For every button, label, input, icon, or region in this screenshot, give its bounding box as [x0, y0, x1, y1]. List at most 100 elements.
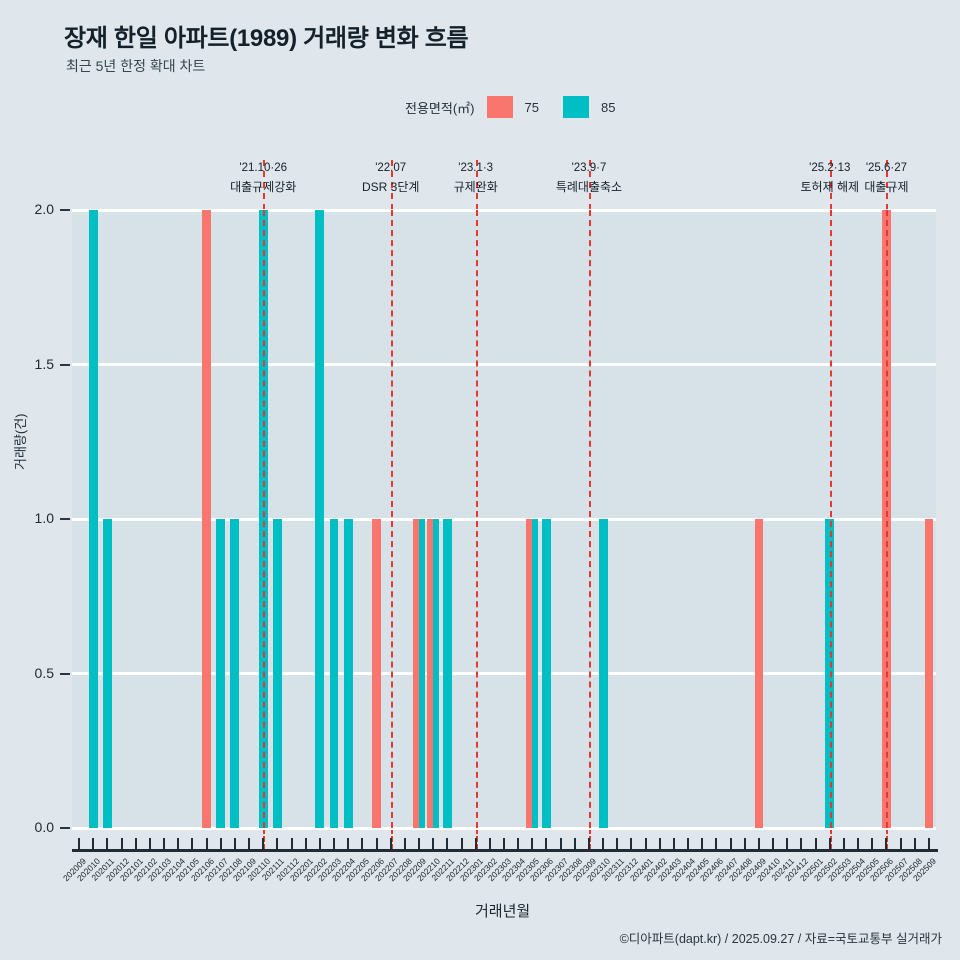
x-tick-mark: [290, 838, 293, 850]
event-line-stub-202110: [263, 828, 266, 850]
y-tick-label: 0.0: [34, 819, 54, 835]
annotation-202207: '22.07 DSR 3단계: [321, 160, 461, 196]
x-tick-mark: [474, 838, 477, 850]
bar-85-202111[interactable]: [272, 519, 282, 828]
gridline: [72, 208, 936, 212]
bar-75-202206[interactable]: [372, 519, 381, 828]
event-line-202506: [886, 210, 889, 828]
annotation-date: '23.9·7: [571, 162, 607, 174]
event-line-202207: [390, 210, 393, 828]
y-tick-label: 0.5: [34, 664, 54, 681]
annotation-202309: '23.9·7 특례대출축소: [519, 160, 659, 196]
chart-legend: 전용면적(㎡) 75 85: [405, 96, 639, 118]
gridline: [72, 363, 936, 366]
x-tick-mark: [658, 838, 661, 850]
event-line-top-202301: [475, 160, 478, 210]
footer-credit: ©디아파트(dapt.kr) / 2025.09.27 / 자료=국토교통부 실…: [619, 932, 942, 946]
bar-85-202305[interactable]: [532, 519, 539, 828]
x-tick-mark: [517, 838, 520, 850]
x-tick-mark: [248, 838, 251, 850]
x-tick-mark: [885, 838, 888, 850]
x-tick-mark: [573, 838, 576, 850]
x-tick-mark: [205, 838, 208, 850]
x-tick-mark: [701, 838, 704, 850]
y-tick-mark: [60, 827, 70, 829]
annotation-202502: '25.2·13 토허제 해제: [760, 160, 900, 196]
annotation-202506: '25.6·27 대출규제: [816, 160, 956, 196]
x-tick-mark: [587, 838, 590, 850]
bar-85-202010[interactable]: [88, 210, 98, 828]
x-tick-mark: [219, 838, 222, 850]
bar-75-202305[interactable]: [526, 519, 532, 828]
plot-area: [72, 208, 936, 830]
y-tick-label: 1.0: [34, 510, 54, 526]
annotation-202301: '23.1·3 규제완화: [406, 160, 546, 196]
bar-85-202306[interactable]: [542, 519, 551, 828]
legend-label-85: 85: [600, 99, 616, 115]
event-line-202502: [829, 210, 832, 828]
x-tick-mark: [842, 838, 845, 850]
event-line-stub-202502: [829, 828, 832, 850]
x-tick-mark: [757, 838, 760, 850]
bar-75-202509[interactable]: [924, 519, 934, 828]
y-tick-mark: [60, 518, 70, 520]
bar-85-202202[interactable]: [315, 210, 325, 828]
annotation-text: 특례대출축소: [555, 179, 623, 194]
x-axis-title: 거래년월: [475, 903, 531, 920]
x-tick-mark: [743, 838, 746, 850]
x-tick-mark: [871, 838, 874, 850]
x-tick-mark: [786, 838, 789, 850]
event-line-top-202207: [390, 160, 393, 210]
x-tick-mark: [857, 838, 860, 850]
bar-85-202210[interactable]: [433, 519, 439, 828]
bar-85-202011[interactable]: [103, 519, 112, 828]
annotation-text: 대출규제: [864, 179, 909, 194]
bar-75-202106[interactable]: [202, 210, 211, 828]
x-tick-mark: [163, 838, 166, 850]
event-line-top-202309: [588, 160, 591, 210]
x-tick-mark: [503, 838, 505, 850]
x-tick-mark: [531, 838, 534, 850]
bar-85-202209[interactable]: [419, 519, 425, 828]
bar-75-202409[interactable]: [754, 519, 764, 828]
x-tick-mark: [828, 838, 831, 850]
x-tick-mark: [233, 838, 236, 850]
bar-85-202204[interactable]: [343, 519, 353, 828]
gridline: [72, 672, 936, 675]
bar-85-202203[interactable]: [329, 519, 339, 828]
x-tick-mark: [177, 838, 180, 850]
x-tick-mark: [262, 838, 265, 850]
x-tick-mark: [361, 838, 364, 850]
y-axis-title: 거래량(건): [13, 413, 28, 471]
bar-85-202108[interactable]: [230, 519, 240, 828]
annotation-date: '22.07: [375, 162, 407, 174]
bar-75-202210[interactable]: [427, 519, 433, 828]
x-tick-mark: [375, 838, 378, 850]
legend-item-85[interactable]: 85: [562, 96, 616, 118]
bar-75-202209[interactable]: [412, 519, 419, 828]
x-tick-mark: [276, 838, 279, 850]
bar-85-202211[interactable]: [442, 519, 452, 828]
legend-item-75[interactable]: 75: [486, 96, 539, 118]
x-tick-mark: [630, 838, 633, 850]
x-tick-mark: [644, 838, 647, 850]
y-tick-mark: [60, 363, 70, 366]
x-tick-mark: [616, 838, 619, 850]
x-tick-mark: [134, 838, 137, 850]
x-tick-mark: [446, 838, 449, 850]
bar-85-202310[interactable]: [598, 519, 608, 828]
x-tick-mark: [545, 838, 548, 850]
annotation-date: '25.2·13: [809, 162, 851, 174]
legend-swatch-75: [486, 96, 513, 118]
x-tick-mark: [191, 838, 194, 850]
event-line-stub-202301: [475, 828, 478, 850]
x-tick-mark: [318, 838, 321, 850]
x-tick-mark: [814, 838, 817, 850]
gridline: [72, 517, 936, 521]
bar-85-202107[interactable]: [216, 519, 226, 828]
x-tick-mark: [347, 838, 350, 850]
x-tick-mark: [148, 838, 151, 850]
x-tick-mark: [927, 838, 930, 850]
annotation-date: '23.1·3: [458, 162, 494, 174]
